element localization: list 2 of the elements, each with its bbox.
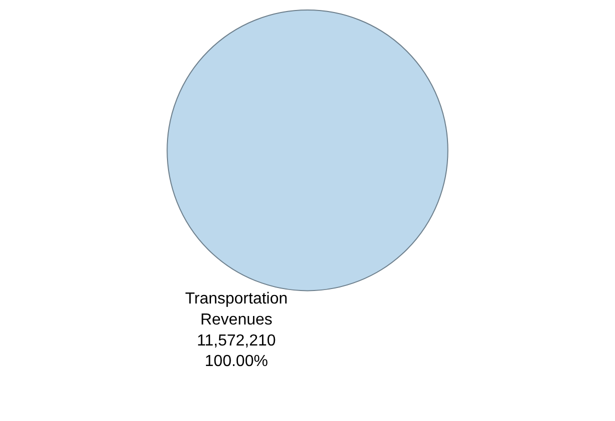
data-label: 11,572,210 100.00% (196, 332, 276, 370)
slice-label: Transportation Revenues (185, 290, 288, 328)
